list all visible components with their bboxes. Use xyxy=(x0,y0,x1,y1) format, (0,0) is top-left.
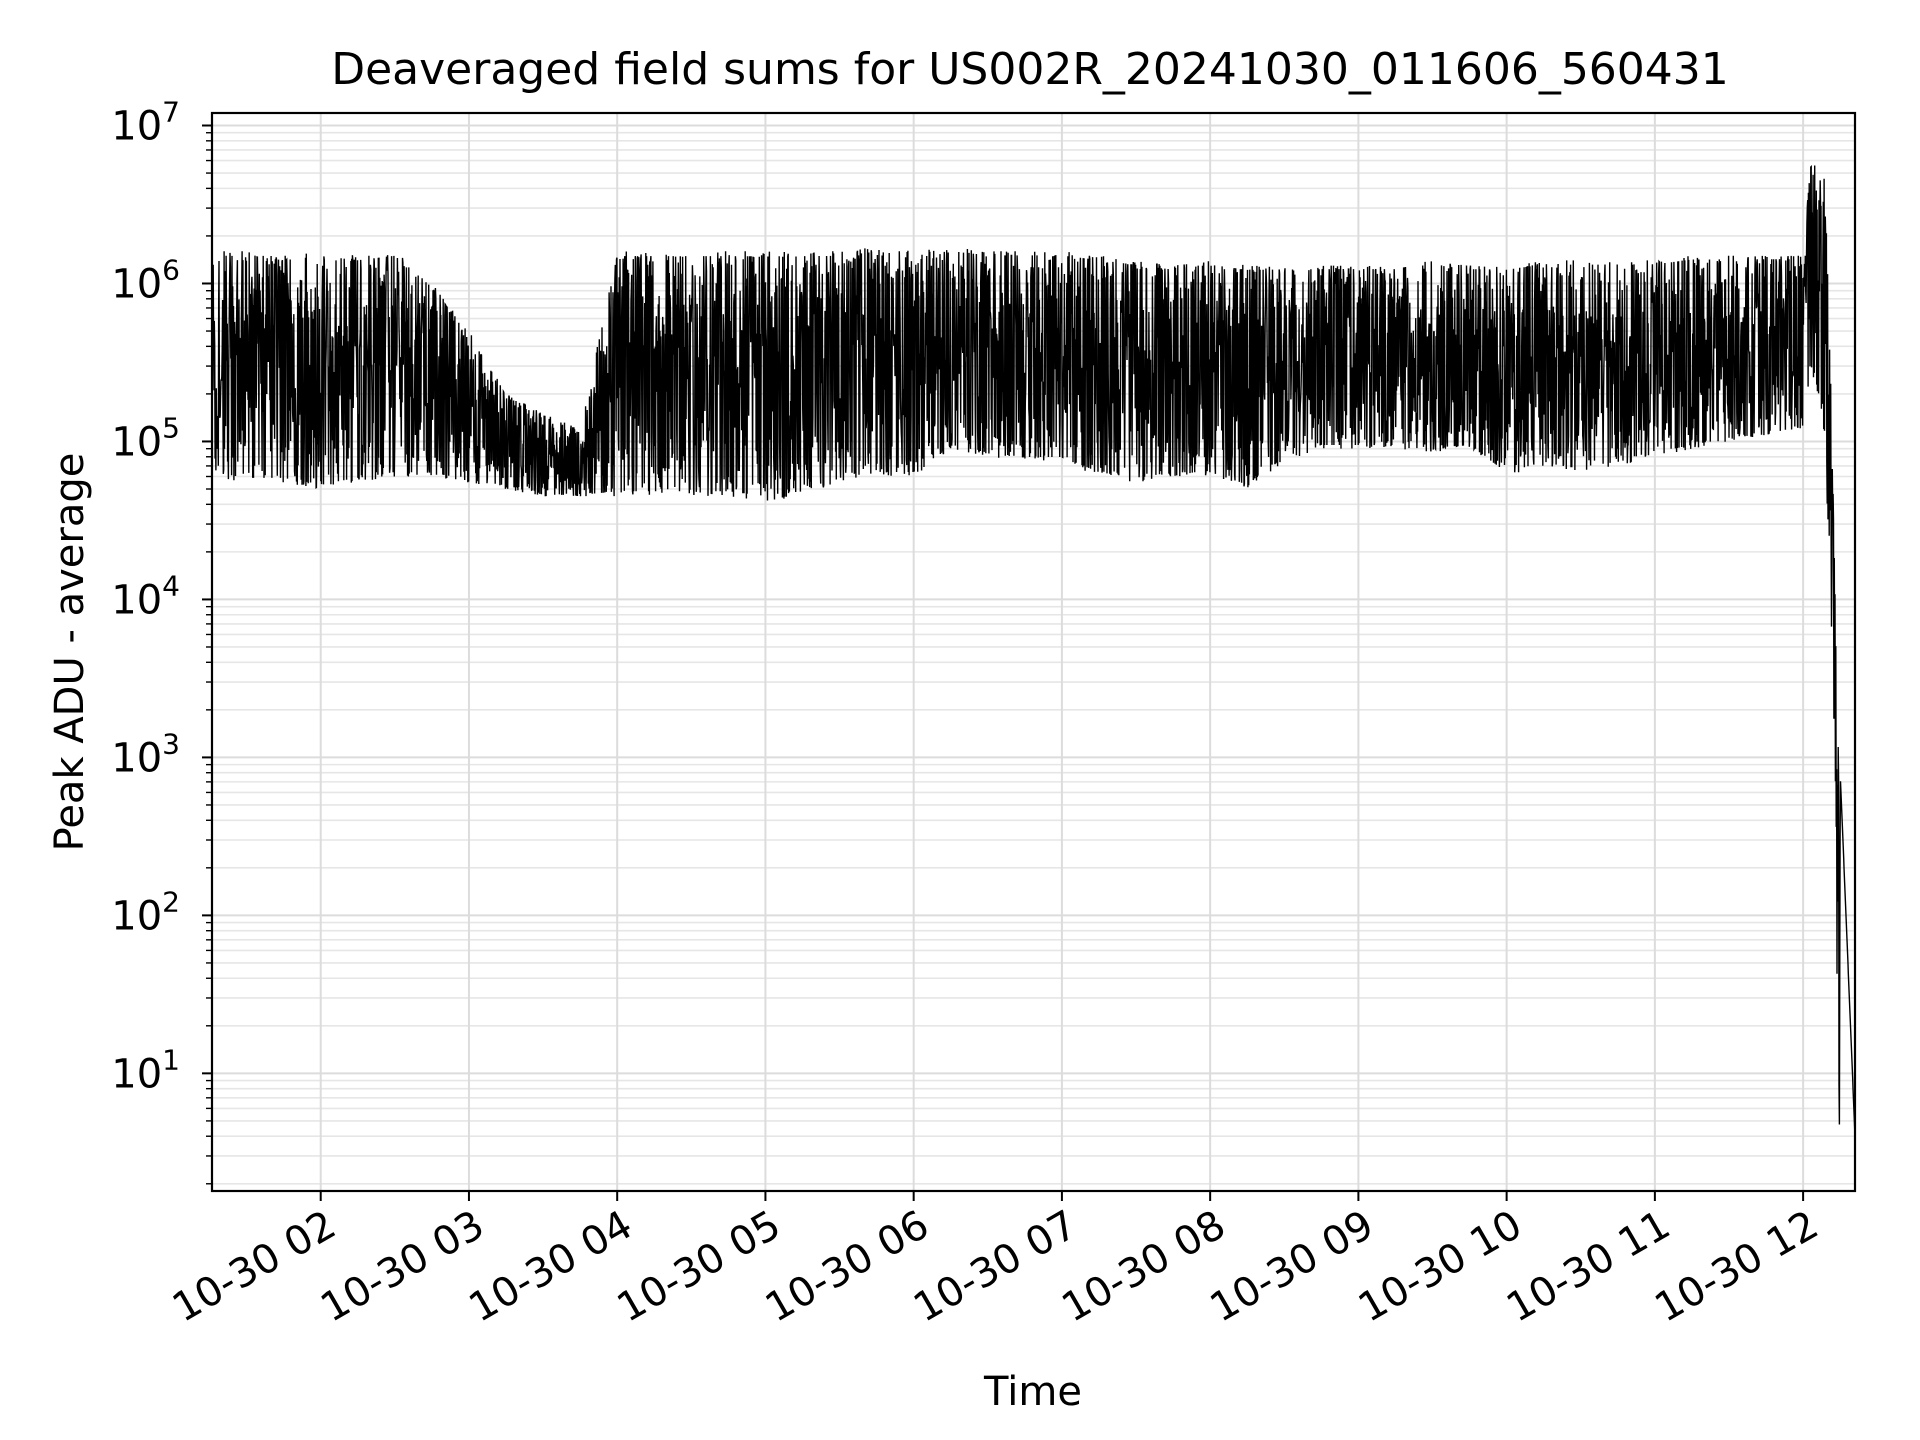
y-tick-label: 106 xyxy=(111,253,180,307)
y-tick-label: 101 xyxy=(111,1043,180,1097)
plot-frame xyxy=(210,111,1857,1193)
y-tick-labels: 101 102 103 104 105 106 107 xyxy=(111,96,180,1098)
y-tick-label: 102 xyxy=(111,885,180,939)
chart-title: Deaveraged field sums for US002R_2024103… xyxy=(331,44,1729,95)
y-tick-label: 103 xyxy=(111,727,180,781)
grid-lines xyxy=(212,113,1855,1191)
series-line xyxy=(212,165,1855,1137)
axis-ticks xyxy=(202,124,1805,1201)
y-tick-label: 107 xyxy=(111,96,180,150)
x-axis-label: Time xyxy=(983,1369,1082,1415)
y-tick-label: 105 xyxy=(111,411,180,465)
y-tick-label: 104 xyxy=(111,569,180,623)
y-axis-label: Peak ADU - average xyxy=(47,453,93,852)
plot-area xyxy=(212,165,1855,1137)
